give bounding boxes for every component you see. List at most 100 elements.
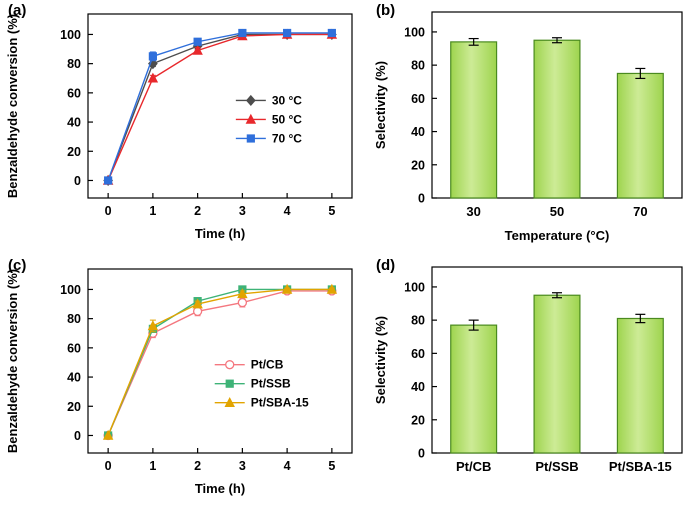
x-tick-label: 2 <box>194 459 201 473</box>
series-line <box>107 288 332 436</box>
x-tick-label: 5 <box>328 459 335 473</box>
legend-label: 70 °C <box>272 131 302 145</box>
y-tick-label: 40 <box>67 371 81 385</box>
y-axis-label: Selectivity (%) <box>373 316 388 404</box>
bar <box>533 39 581 199</box>
x-tick-label: 1 <box>149 459 156 473</box>
panel-d-label: (d) <box>376 257 396 274</box>
legend-item: 50 °C <box>235 112 302 126</box>
y-tick-label: 0 <box>418 447 425 461</box>
legend-label: Pt/SSB <box>251 377 291 391</box>
panel-b: (b) 0 20 40 60 80 100 Selectivity (%) 30 50 70 Tem… <box>368 0 700 255</box>
legend-item: Pt/SSB <box>214 377 291 391</box>
triangle-marker-icon <box>281 283 293 294</box>
panel-a-label: (a) <box>8 2 27 19</box>
category-label: 30 <box>466 204 480 219</box>
y-tick-label: 40 <box>411 125 425 139</box>
triangle-marker-icon <box>245 113 257 124</box>
y-tick-label: 60 <box>67 86 81 100</box>
triangle-marker-icon <box>192 298 203 309</box>
y-tick-label: 60 <box>411 92 425 106</box>
legend-label: Pt/CB <box>251 358 284 372</box>
panel-c-chart: 0 20 40 60 80 100 Benzaldehyde conversion (%) 0… <box>5 268 353 496</box>
panel-c: (c) 0 20 40 60 80 100 Benzaldehyde conversion … <box>0 255 368 510</box>
y-tick-label: 80 <box>411 59 425 73</box>
x-axis-label: Time (h) <box>195 226 245 241</box>
circle-marker-icon <box>237 297 248 308</box>
y-axis-label: Benzaldehyde conversion (%) <box>5 269 20 453</box>
x-axis-label: Time (h) <box>195 481 245 496</box>
y-tick-label: 80 <box>67 57 81 71</box>
panel-b-chart: 0 20 40 60 80 100 Selectivity (%) 30 50 70 Tempera… <box>373 11 683 243</box>
x-tick-label: 3 <box>239 204 246 218</box>
square-marker-icon <box>327 28 336 38</box>
x-tick-label: 4 <box>284 459 291 473</box>
category-label: Pt/SBA-15 <box>609 459 672 474</box>
category-label: 70 <box>633 204 647 219</box>
y-tick-label: 40 <box>411 380 425 394</box>
x-tick-label: 1 <box>149 204 156 218</box>
y-tick-label: 0 <box>74 429 81 443</box>
circle-marker-icon <box>192 306 203 316</box>
panel-b-label: (b) <box>376 2 396 19</box>
square-marker-icon <box>246 134 255 143</box>
y-tick-label: 20 <box>411 413 425 427</box>
plot-frame <box>87 268 353 454</box>
y-axis-label: Benzaldehyde conversion (%) <box>5 14 20 198</box>
x-tick-label: 3 <box>239 459 246 473</box>
legend-label: Pt/SBA-15 <box>251 396 309 410</box>
figure-row-top: (a) 0 20 40 60 80 1 0 0 Benzaldehyde conversion … <box>0 0 700 255</box>
series-line <box>107 32 332 181</box>
panel-a-chart: 0 20 40 60 80 100 Benzaldehyde conversion (%) 0… <box>5 13 353 241</box>
plot-frame <box>87 13 353 199</box>
bar <box>616 72 664 199</box>
triangle-marker-icon <box>192 44 203 55</box>
square-marker-icon <box>104 176 113 185</box>
square-marker-icon <box>225 379 234 388</box>
y-tick-label: 60 <box>411 347 425 361</box>
y-tick-label: 60 <box>67 341 81 355</box>
series-line <box>107 288 332 436</box>
square-marker-icon <box>193 37 202 46</box>
y-axis-label: Selectivity (%) <box>373 61 388 149</box>
y-tick-label: 100 <box>60 283 81 297</box>
triangle-marker-icon <box>147 72 159 83</box>
x-tick-label: 0 <box>105 459 112 473</box>
category-label: 50 <box>550 204 564 219</box>
square-marker-icon <box>238 28 247 38</box>
panel-c-label: (c) <box>8 257 27 274</box>
x-tick-label: 5 <box>328 204 335 218</box>
x-tick-label: 0 <box>105 204 112 218</box>
x-tick-label: 4 <box>284 204 291 218</box>
panel-d: (d) 0 20 40 60 80 100 Selectivity (%) Pt/CB Pt/S… <box>368 255 700 510</box>
diamond-marker-icon <box>148 58 158 70</box>
panel-a: (a) 0 20 40 60 80 100 Benzaldehyde conversion … <box>0 0 368 255</box>
bar <box>450 41 498 199</box>
y-tick-label: 20 <box>411 158 425 172</box>
bar <box>616 317 664 454</box>
legend-label: 50 °C <box>272 112 302 126</box>
triangle-marker-icon <box>326 283 338 294</box>
triangle-marker-icon <box>224 397 235 407</box>
legend-item: 70 °C <box>235 131 302 145</box>
y-tick-label: 20 <box>67 145 81 159</box>
triangle-marker-icon <box>102 429 114 440</box>
x-axis-label: Temperature (°C) <box>505 228 610 243</box>
series-line <box>107 290 332 436</box>
y-tick-label: 0 <box>418 192 425 206</box>
legend-item: 30 °C <box>235 93 302 107</box>
panel-d-chart: 0 20 40 60 80 100 Selectivity (%) Pt/CB Pt/SSB Pt… <box>373 266 683 474</box>
square-marker-icon <box>148 52 157 61</box>
bar <box>450 324 498 454</box>
triangle-marker-icon <box>237 288 248 299</box>
circle-marker-icon <box>225 360 235 370</box>
legend-label: 30 °C <box>272 93 302 107</box>
legend-item: Pt/CB <box>214 358 284 372</box>
diamond-marker-icon <box>245 94 256 107</box>
triangle-marker-icon <box>147 320 159 331</box>
square-marker-icon <box>283 28 292 38</box>
y-tick-label: 0 <box>74 174 81 188</box>
y-tick-label: 80 <box>411 314 425 328</box>
y-tick-label: 100 <box>404 280 425 294</box>
